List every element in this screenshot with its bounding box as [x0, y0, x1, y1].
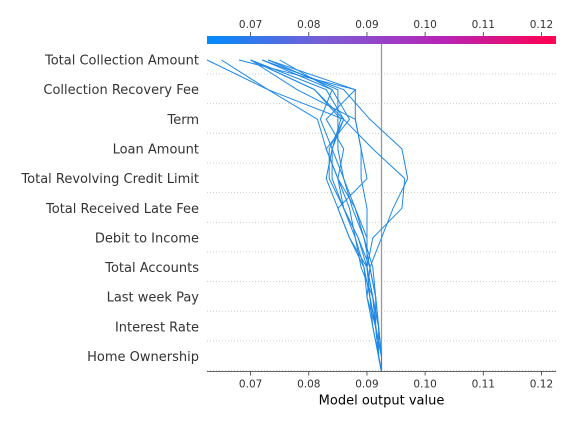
decision-lines [206, 59, 409, 372]
bottom-tick-label: 0.09 [355, 379, 378, 391]
feature-label: Total Collection Amount [44, 54, 199, 69]
feature-label: Total Accounts [104, 261, 199, 276]
decision-line [267, 59, 382, 372]
bottom-tick-label: 0.10 [413, 379, 436, 391]
decision-line [250, 59, 382, 372]
decision-line [250, 59, 382, 372]
colorbar [207, 36, 556, 44]
decision-line [262, 59, 409, 372]
bottom-tick-label: 0.12 [530, 379, 553, 391]
top-tick-label: 0.10 [413, 19, 436, 31]
feature-label: Last week Pay [107, 291, 200, 306]
feature-label: Loan Amount [113, 142, 199, 157]
decision-line [267, 59, 382, 372]
feature-label: Home Ownership [87, 350, 199, 365]
top-tick-label: 0.11 [472, 19, 495, 31]
bottom-tick-label: 0.08 [297, 379, 320, 391]
decision-line [262, 59, 382, 372]
feature-labels: Total Collection Amount Collection Recove… [20, 54, 199, 366]
feature-label: Term [166, 113, 199, 128]
decision-line [250, 59, 382, 372]
decision-line [221, 59, 382, 372]
top-tick-label: 0.09 [355, 19, 378, 31]
top-tick-label: 0.12 [530, 19, 553, 31]
x-axis-title: Model output value [319, 394, 445, 409]
bottom-tick-label: 0.11 [472, 379, 495, 391]
feature-label: Debit to Income [95, 231, 199, 246]
top-tick-label: 0.08 [297, 19, 320, 31]
feature-label: Total Received Late Fee [45, 202, 199, 217]
feature-label: Interest Rate [115, 320, 199, 335]
bottom-tick-label: 0.07 [239, 379, 262, 391]
feature-label: Collection Recovery Fee [43, 83, 199, 98]
bottom-axis: 0.07 0.08 0.09 0.10 0.11 0.12 [239, 371, 553, 391]
feature-label: Total Revolving Credit Limit [20, 172, 199, 187]
top-axis: 0.07 0.08 0.09 0.10 0.11 0.12 [239, 19, 553, 36]
top-tick-label: 0.07 [239, 19, 262, 31]
